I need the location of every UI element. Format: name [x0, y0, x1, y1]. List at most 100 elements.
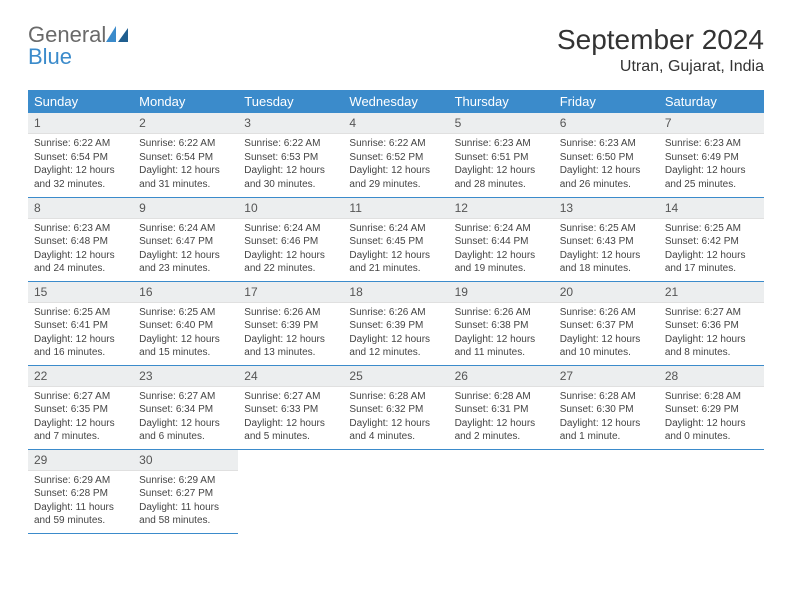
day-body: Sunrise: 6:26 AMSunset: 6:39 PMDaylight:… — [343, 303, 448, 365]
daylight-text: Daylight: 12 hours and 4 minutes. — [349, 417, 442, 444]
sunset-text: Sunset: 6:51 PM — [455, 151, 548, 165]
calendar-cell: 17Sunrise: 6:26 AMSunset: 6:39 PMDayligh… — [238, 281, 343, 365]
sunrise-text: Sunrise: 6:24 AM — [455, 222, 548, 236]
daylight-text: Daylight: 12 hours and 19 minutes. — [455, 249, 548, 276]
sunset-text: Sunset: 6:44 PM — [455, 235, 548, 249]
daylight-text: Daylight: 11 hours and 58 minutes. — [139, 501, 232, 528]
day-body: Sunrise: 6:24 AMSunset: 6:47 PMDaylight:… — [133, 219, 238, 281]
day-body: Sunrise: 6:29 AMSunset: 6:27 PMDaylight:… — [133, 471, 238, 533]
day-body: Sunrise: 6:25 AMSunset: 6:40 PMDaylight:… — [133, 303, 238, 365]
day-number: 3 — [238, 113, 343, 134]
calendar-cell: 16Sunrise: 6:25 AMSunset: 6:40 PMDayligh… — [133, 281, 238, 365]
day-number: 7 — [659, 113, 764, 134]
calendar-cell: 14Sunrise: 6:25 AMSunset: 6:42 PMDayligh… — [659, 197, 764, 281]
day-number: 6 — [554, 113, 659, 134]
calendar-head: Sunday Monday Tuesday Wednesday Thursday… — [28, 90, 764, 113]
day-number: 29 — [28, 450, 133, 471]
calendar-table: Sunday Monday Tuesday Wednesday Thursday… — [28, 90, 764, 534]
day-number: 1 — [28, 113, 133, 134]
sunrise-text: Sunrise: 6:23 AM — [34, 222, 127, 236]
sunset-text: Sunset: 6:29 PM — [665, 403, 758, 417]
day-number: 21 — [659, 282, 764, 303]
day-body: Sunrise: 6:23 AMSunset: 6:48 PMDaylight:… — [28, 219, 133, 281]
sunrise-text: Sunrise: 6:22 AM — [139, 137, 232, 151]
daylight-text: Daylight: 12 hours and 32 minutes. — [34, 164, 127, 191]
sunset-text: Sunset: 6:33 PM — [244, 403, 337, 417]
weekday-header: Thursday — [449, 90, 554, 113]
weekday-header: Saturday — [659, 90, 764, 113]
weekday-row: Sunday Monday Tuesday Wednesday Thursday… — [28, 90, 764, 113]
sunrise-text: Sunrise: 6:26 AM — [244, 306, 337, 320]
sunrise-text: Sunrise: 6:28 AM — [455, 390, 548, 404]
logo-text: General Blue — [28, 24, 128, 68]
day-body: Sunrise: 6:23 AMSunset: 6:51 PMDaylight:… — [449, 134, 554, 196]
calendar-cell: 23Sunrise: 6:27 AMSunset: 6:34 PMDayligh… — [133, 365, 238, 449]
sunset-text: Sunset: 6:28 PM — [34, 487, 127, 501]
weekday-header: Friday — [554, 90, 659, 113]
sunset-text: Sunset: 6:36 PM — [665, 319, 758, 333]
calendar-week-row: 29Sunrise: 6:29 AMSunset: 6:28 PMDayligh… — [28, 449, 764, 533]
sunset-text: Sunset: 6:30 PM — [560, 403, 653, 417]
calendar-cell: 24Sunrise: 6:27 AMSunset: 6:33 PMDayligh… — [238, 365, 343, 449]
sunrise-text: Sunrise: 6:26 AM — [455, 306, 548, 320]
calendar-cell: 12 Sunrise: 6:24 AMSunset: 6:44 PMDayligh… — [449, 197, 554, 281]
day-number: 12 — [449, 198, 554, 219]
day-body: Sunrise: 6:25 AMSunset: 6:42 PMDaylight:… — [659, 219, 764, 281]
day-body: Sunrise: 6:27 AMSunset: 6:36 PMDaylight:… — [659, 303, 764, 365]
day-number: 20 — [554, 282, 659, 303]
daylight-text: Daylight: 12 hours and 2 minutes. — [455, 417, 548, 444]
weekday-header: Monday — [133, 90, 238, 113]
daylight-text: Daylight: 12 hours and 5 minutes. — [244, 417, 337, 444]
location: Utran, Gujarat, India — [557, 58, 764, 76]
day-number: 18 — [343, 282, 448, 303]
calendar-cell: 6Sunrise: 6:23 AMSunset: 6:50 PMDaylight… — [554, 113, 659, 197]
sunrise-text: Sunrise: 6:24 AM — [244, 222, 337, 236]
sunrise-text: Sunrise: 6:27 AM — [34, 390, 127, 404]
day-body: Sunrise: 6:29 AMSunset: 6:28 PMDaylight:… — [28, 471, 133, 533]
day-number: 13 — [554, 198, 659, 219]
sunset-text: Sunset: 6:41 PM — [34, 319, 127, 333]
day-number: 10 — [238, 198, 343, 219]
day-body: Sunrise: 6:24 AMSunset: 6:46 PMDaylight:… — [238, 219, 343, 281]
calendar-cell: 27Sunrise: 6:28 AMSunset: 6:30 PMDayligh… — [554, 365, 659, 449]
day-body: Sunrise: 6:23 AMSunset: 6:49 PMDaylight:… — [659, 134, 764, 196]
daylight-text: Daylight: 12 hours and 17 minutes. — [665, 249, 758, 276]
sunrise-text: Sunrise: 6:23 AM — [560, 137, 653, 151]
calendar-cell — [343, 449, 448, 533]
weekday-header: Tuesday — [238, 90, 343, 113]
day-body: Sunrise: 6:26 AMSunset: 6:38 PMDaylight:… — [449, 303, 554, 365]
calendar-body: 1Sunrise: 6:22 AMSunset: 6:54 PMDaylight… — [28, 113, 764, 533]
sunset-text: Sunset: 6:54 PM — [139, 151, 232, 165]
daylight-text: Daylight: 12 hours and 23 minutes. — [139, 249, 232, 276]
day-body: Sunrise: 6:28 AMSunset: 6:32 PMDaylight:… — [343, 387, 448, 449]
daylight-text: Daylight: 11 hours and 59 minutes. — [34, 501, 127, 528]
daylight-text: Daylight: 12 hours and 16 minutes. — [34, 333, 127, 360]
daylight-text: Daylight: 12 hours and 22 minutes. — [244, 249, 337, 276]
day-body: Sunrise: 6:23 AMSunset: 6:50 PMDaylight:… — [554, 134, 659, 196]
sunset-text: Sunset: 6:54 PM — [34, 151, 127, 165]
calendar-cell: 15Sunrise: 6:25 AMSunset: 6:41 PMDayligh… — [28, 281, 133, 365]
sunset-text: Sunset: 6:37 PM — [560, 319, 653, 333]
calendar-cell: 28Sunrise: 6:28 AMSunset: 6:29 PMDayligh… — [659, 365, 764, 449]
day-number: 24 — [238, 366, 343, 387]
daylight-text: Daylight: 12 hours and 1 minute. — [560, 417, 653, 444]
sunset-text: Sunset: 6:53 PM — [244, 151, 337, 165]
sunrise-text: Sunrise: 6:24 AM — [349, 222, 442, 236]
daylight-text: Daylight: 12 hours and 0 minutes. — [665, 417, 758, 444]
day-number: 26 — [449, 366, 554, 387]
calendar-week-row: 1Sunrise: 6:22 AMSunset: 6:54 PMDaylight… — [28, 113, 764, 197]
calendar-cell: 4Sunrise: 6:22 AMSunset: 6:52 PMDaylight… — [343, 113, 448, 197]
sunset-text: Sunset: 6:50 PM — [560, 151, 653, 165]
day-body: Sunrise: 6:27 AMSunset: 6:33 PMDaylight:… — [238, 387, 343, 449]
day-body: Sunrise: 6:26 AMSunset: 6:37 PMDaylight:… — [554, 303, 659, 365]
weekday-header: Sunday — [28, 90, 133, 113]
calendar-cell: 3Sunrise: 6:22 AMSunset: 6:53 PMDaylight… — [238, 113, 343, 197]
sunrise-text: Sunrise: 6:26 AM — [560, 306, 653, 320]
day-number: 22 — [28, 366, 133, 387]
day-body: Sunrise: 6:22 AMSunset: 6:54 PMDaylight:… — [28, 134, 133, 196]
day-number: 8 — [28, 198, 133, 219]
day-body: Sunrise: 6:24 AMSunset: 6:45 PMDaylight:… — [343, 219, 448, 281]
calendar-cell — [554, 449, 659, 533]
calendar-cell: 5Sunrise: 6:23 AMSunset: 6:51 PMDaylight… — [449, 113, 554, 197]
daylight-text: Daylight: 12 hours and 7 minutes. — [34, 417, 127, 444]
